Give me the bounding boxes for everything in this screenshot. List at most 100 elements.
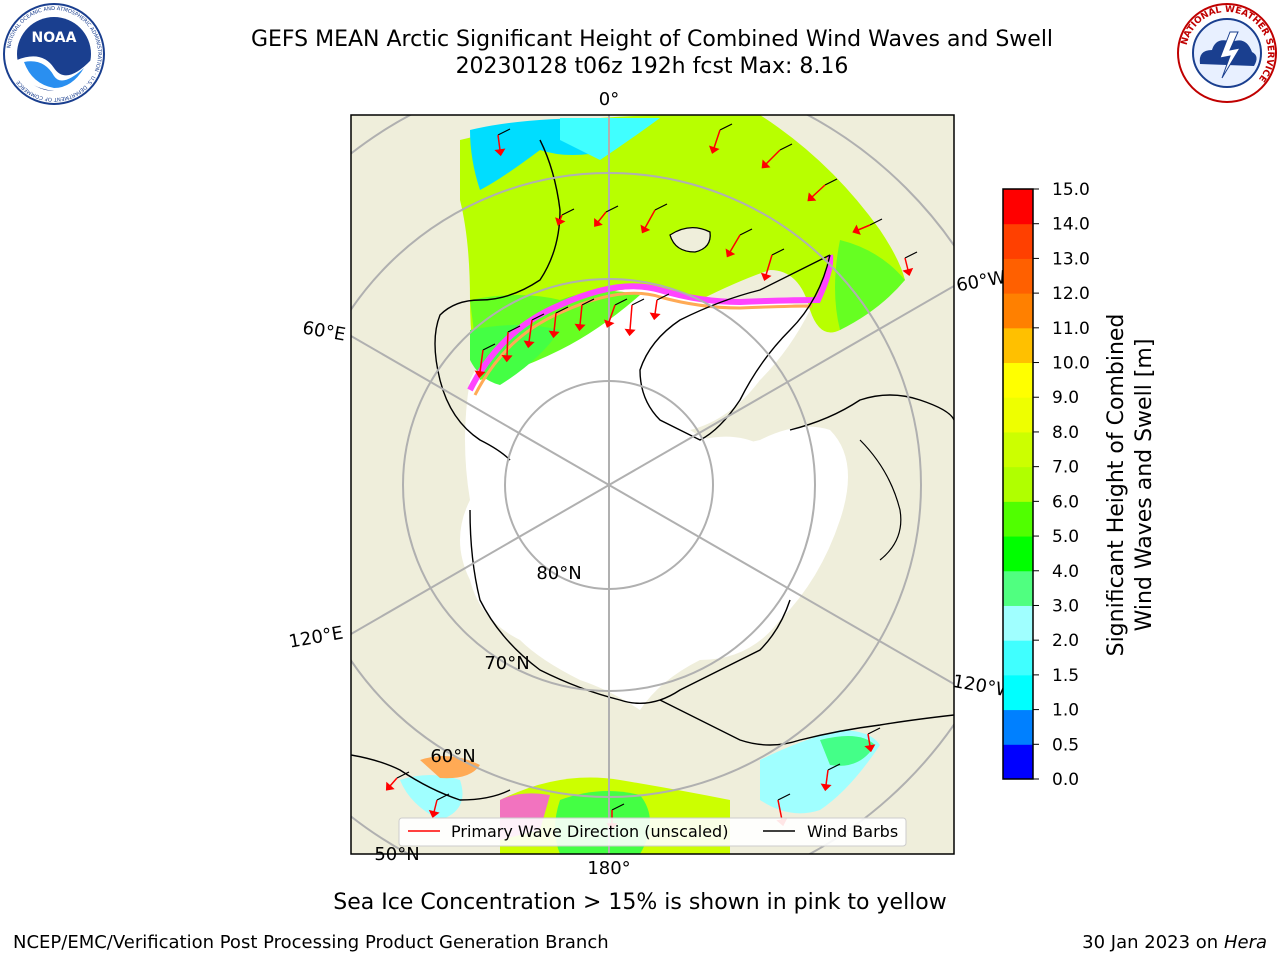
colorbar-segment: [1003, 605, 1033, 641]
colorbar-segment: [1003, 431, 1033, 468]
coastline-greenland: [639, 254, 831, 441]
noaa-logo: NOAA NATIONAL OCEANIC AND ATMOSPHERIC AD…: [3, 3, 105, 105]
wave-arrow: [864, 727, 881, 753]
colorbar-tick-label: 4.0: [1052, 562, 1079, 582]
colorbar-segment: [1003, 189, 1033, 225]
wave-arrow: [902, 251, 918, 277]
wave-direction-arrows: [385, 123, 918, 831]
colorbar-segment: [1003, 397, 1033, 433]
colorbar-tick-label: 2.0: [1052, 631, 1079, 651]
map-legend: Primary Wave Direction (unscaled) Wind B…: [398, 817, 907, 847]
colorbar-segment: [1003, 501, 1033, 537]
coastline-scandinavia: [434, 139, 561, 461]
colorbar-label-line2: Wind Waves and Swell [m]: [1132, 339, 1157, 632]
colorbar-segment: [1003, 674, 1033, 711]
wave-arrow: [523, 313, 545, 349]
legend-wave-label: Primary Wave Direction (unscaled): [451, 822, 728, 841]
lat-label-70: 70°N: [484, 653, 529, 674]
colorbar-segment: [1003, 709, 1033, 745]
wave-arrow: [604, 298, 628, 328]
wave-arrow: [640, 203, 668, 234]
colorbar-tick-label: 11.0: [1052, 319, 1090, 339]
wave-arrow: [428, 793, 450, 819]
footer-branch: NCEP/EMC/Verification Post Processing Pr…: [13, 932, 609, 953]
meridian-60e: [351, 335, 610, 486]
colorbar-tick-label: 10.0: [1052, 354, 1090, 374]
colorbar-segment: [1003, 744, 1033, 780]
colorbar-tick-label: 13.0: [1052, 249, 1090, 269]
footer-date: 30 Jan 2023 on Hera: [1082, 932, 1267, 953]
colorbar-tick-label: 15.0: [1052, 180, 1090, 200]
wave-arrow: [649, 293, 670, 321]
meridian-120w: [608, 484, 954, 685]
lon-label-0: 0°: [599, 89, 619, 110]
colorbar: 0.0 0.5 1.0 1.5 2.0 3.0 4.0 5.0 6.0 7.0 8.0 9.0 10.0…: [1002, 180, 1157, 790]
map-frame: [350, 114, 955, 855]
lon-label-180: 180°: [587, 858, 630, 879]
colorbar-tick-label: 12.0: [1052, 284, 1090, 304]
lon-label-60e: 60°E: [301, 317, 347, 345]
lat-label-60: 60°N: [430, 746, 475, 767]
chart-subtitle: 20230128 t06z 192h fcst Max: 8.16: [455, 54, 849, 79]
colorbar-tick-label: 3.0: [1052, 596, 1079, 616]
lon-label-120e: 120°E: [287, 622, 345, 652]
colorbar-segment: [1003, 536, 1033, 572]
gulf-of-alaska-waves-center: [820, 736, 875, 766]
wave-arrow: [594, 205, 619, 227]
wave-arrow: [852, 218, 883, 235]
lat-label-50: 50°N: [374, 844, 419, 865]
legend-barb-label: Wind Barbs: [807, 822, 898, 841]
wave-arrow: [761, 143, 793, 169]
wave-arrow: [385, 771, 410, 791]
colorbar-segment: [1003, 293, 1033, 329]
colorbar-tick-label: 6.0: [1052, 492, 1079, 512]
arctic-ocean-ice: [460, 280, 848, 710]
sea-of-okhotsk-waves: [400, 775, 463, 820]
noaa-logo-text: NOAA: [32, 30, 77, 46]
sea-ice-note: Sea Ice Concentration > 15% is shown in …: [333, 890, 947, 915]
wave-arrow: [807, 178, 838, 202]
wave-arrow: [760, 248, 785, 281]
colorbar-tick-label: 0.5: [1052, 735, 1079, 755]
colorbar-tick-label: 8.0: [1052, 423, 1079, 443]
colorbar-frame: [1002, 188, 1034, 780]
colorbar-segment: [1003, 466, 1033, 502]
colorbar-tick-label: 1.5: [1052, 666, 1079, 686]
colorbar-segment: [1003, 570, 1033, 606]
wave-arrow: [624, 298, 645, 337]
coastline-siberia: [469, 509, 791, 705]
wave-arrow: [555, 208, 575, 226]
colorbar-tick-label: 14.0: [1052, 215, 1090, 235]
wave-arrow: [574, 298, 595, 332]
ice-edge-atlantic-inner: [473, 291, 813, 396]
wave-arrow: [548, 306, 569, 339]
footer-date-text: 30 Jan 2023 on: [1082, 932, 1224, 953]
colorbar-tick-label: 5.0: [1052, 527, 1079, 547]
colorbar-tick-label: 7.0: [1052, 458, 1079, 478]
colorbar-segment: [1003, 640, 1033, 676]
greenland-sea-waves: [835, 240, 905, 330]
coastline-iceland: [669, 227, 711, 253]
wave-arrow: [501, 325, 521, 363]
footer-host: Hera: [1223, 932, 1267, 953]
wave-arrow: [708, 123, 733, 154]
colorbar-tick-label: 1.0: [1052, 701, 1079, 721]
colorbar-tick-label: 9.0: [1052, 388, 1079, 408]
colorbar-tick-label: 0.0: [1052, 770, 1079, 790]
wave-arrow: [725, 228, 753, 258]
norwegian-sea-waves: [470, 325, 560, 385]
graticule: [351, 115, 954, 854]
coastline-kamchatka: [351, 754, 511, 801]
meridian-60w: [608, 285, 954, 486]
meridian-120e: [351, 484, 610, 635]
lat-label-80: 80°N: [536, 563, 581, 584]
nws-logo: NATIONAL WEATHER SERVICE: [1177, 3, 1277, 103]
coastline-canada: [789, 394, 954, 431]
coastline-alaska: [659, 699, 954, 746]
colorbar-label-line1: Significant Height of Combined: [1104, 314, 1129, 657]
colorbar-segment: [1003, 327, 1033, 364]
coastline-hudson: [859, 439, 902, 561]
canadian-archipelago-water: [700, 436, 793, 567]
chart-title: GEFS MEAN Arctic Significant Height of C…: [250, 27, 1054, 52]
